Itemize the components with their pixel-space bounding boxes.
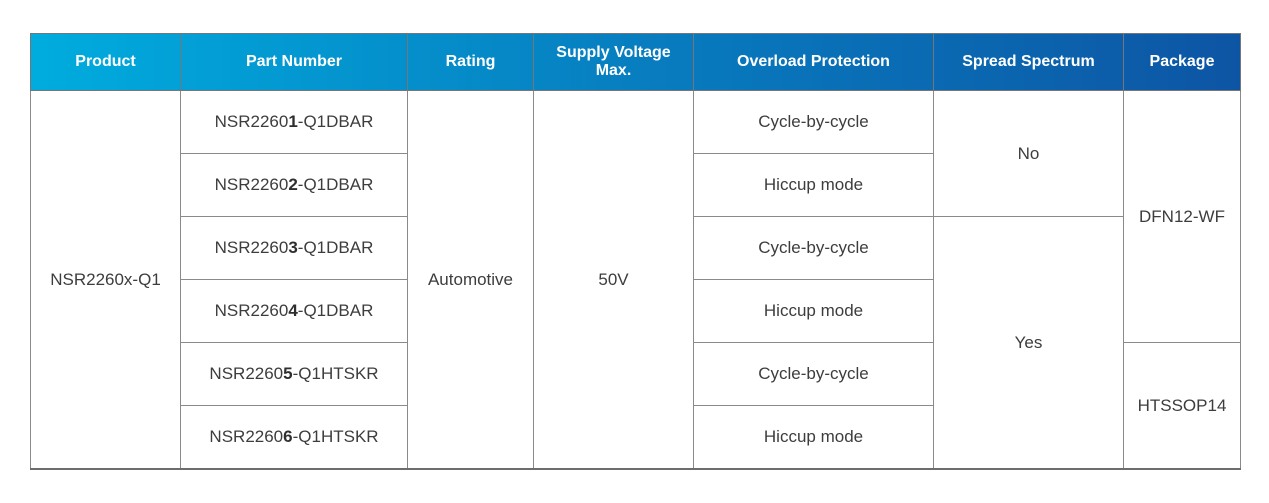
part-number-prefix: NSR2260 bbox=[209, 364, 284, 383]
part-number-suffix: -Q1DBAR bbox=[297, 238, 374, 257]
part-number-cell: NSR22604-Q1DBAR bbox=[180, 279, 408, 343]
column-header-part-number: Part Number bbox=[180, 33, 408, 91]
overload-protection-cell: Cycle-by-cycle bbox=[693, 216, 934, 280]
column-header-package: Package bbox=[1123, 33, 1241, 91]
package-cell: HTSSOP14 bbox=[1123, 342, 1241, 470]
part-number-suffix: -Q1HTSKR bbox=[292, 364, 379, 383]
header-row: Product Part Number Rating Supply Voltag… bbox=[30, 33, 1241, 91]
part-number-cell: NSR22606-Q1HTSKR bbox=[180, 405, 408, 470]
spread-spectrum-cell: No bbox=[933, 90, 1124, 217]
table-row: NSR2260x-Q1 NSR22601-Q1DBAR Automotive 5… bbox=[30, 90, 1241, 470]
overload-protection-cell: Cycle-by-cycle bbox=[693, 90, 934, 154]
column-header-label: Supply Voltage Max. bbox=[556, 43, 671, 79]
column-header-label: Rating bbox=[445, 52, 496, 70]
part-number-suffix: -Q1DBAR bbox=[297, 301, 374, 320]
table-row: NSR22604-Q1DBAR Hiccup mode bbox=[31, 279, 1241, 343]
product-cell: NSR2260x-Q1 bbox=[30, 90, 181, 470]
part-number-prefix: NSR2260 bbox=[214, 112, 289, 131]
spread-spectrum-cell: Yes bbox=[933, 216, 1124, 470]
column-header-label: Part Number bbox=[245, 52, 343, 70]
part-number-variant-digit: 6 bbox=[283, 427, 293, 446]
column-header-overload-protection: Overload Protection bbox=[693, 33, 934, 91]
overload-protection-cell: Cycle-by-cycle bbox=[693, 342, 934, 406]
supply-voltage-max-cell: 50V bbox=[533, 90, 694, 470]
overload-protection-cell: Hiccup mode bbox=[693, 405, 934, 470]
part-number-variant-digit: 1 bbox=[288, 112, 298, 131]
table-body: NSR2260x-Q1 NSR22601-Q1DBAR Automotive 5… bbox=[30, 90, 1241, 470]
column-header-label: Package bbox=[1149, 52, 1215, 70]
part-number-prefix: NSR2260 bbox=[209, 427, 284, 446]
overload-protection-cell: Hiccup mode bbox=[693, 279, 934, 343]
part-number-cell: NSR22601-Q1DBAR bbox=[180, 90, 408, 154]
part-number-prefix: NSR2260 bbox=[214, 238, 289, 257]
column-header-supply-voltage-max: Supply Voltage Max. bbox=[533, 33, 694, 91]
table-header: Product Part Number Rating Supply Voltag… bbox=[30, 33, 1241, 91]
column-header-label: Product bbox=[75, 52, 136, 70]
table-row: NSR22602-Q1DBAR Hiccup mode bbox=[31, 153, 1241, 217]
table-row: NSR22603-Q1DBAR Cycle-by-cycle Yes bbox=[31, 216, 1241, 470]
part-number-variant-digit: 4 bbox=[288, 301, 298, 320]
column-header-label: Overload Protection bbox=[737, 52, 890, 70]
part-number-cell: NSR22603-Q1DBAR bbox=[180, 216, 408, 280]
part-number-variant-digit: 5 bbox=[283, 364, 293, 383]
part-number-prefix: NSR2260 bbox=[214, 175, 289, 194]
part-number-variant-digit: 2 bbox=[288, 175, 298, 194]
part-number-suffix: -Q1DBAR bbox=[297, 112, 374, 131]
part-number-variant-digit: 3 bbox=[288, 238, 298, 257]
column-header-product: Product bbox=[30, 33, 181, 91]
product-selection-table: Product Part Number Rating Supply Voltag… bbox=[30, 33, 1241, 470]
part-number-cell: NSR22605-Q1HTSKR bbox=[180, 342, 408, 406]
column-header-spread-spectrum: Spread Spectrum bbox=[933, 33, 1124, 91]
column-header-rating: Rating bbox=[407, 33, 534, 91]
part-number-cell: NSR22602-Q1DBAR bbox=[180, 153, 408, 217]
table-row: NSR22605-Q1HTSKR Cycle-by-cycle HTSSOP14 bbox=[31, 342, 1241, 470]
part-number-suffix: -Q1DBAR bbox=[297, 175, 374, 194]
column-header-label: Spread Spectrum bbox=[962, 52, 1095, 70]
part-number-suffix: -Q1HTSKR bbox=[292, 427, 379, 446]
overload-protection-cell: Hiccup mode bbox=[693, 153, 934, 217]
part-number-prefix: NSR2260 bbox=[214, 301, 289, 320]
package-cell: DFN12-WF bbox=[1123, 90, 1241, 343]
table-row: NSR22606-Q1HTSKR Hiccup mode bbox=[31, 405, 1241, 470]
rating-cell: Automotive bbox=[407, 90, 534, 470]
